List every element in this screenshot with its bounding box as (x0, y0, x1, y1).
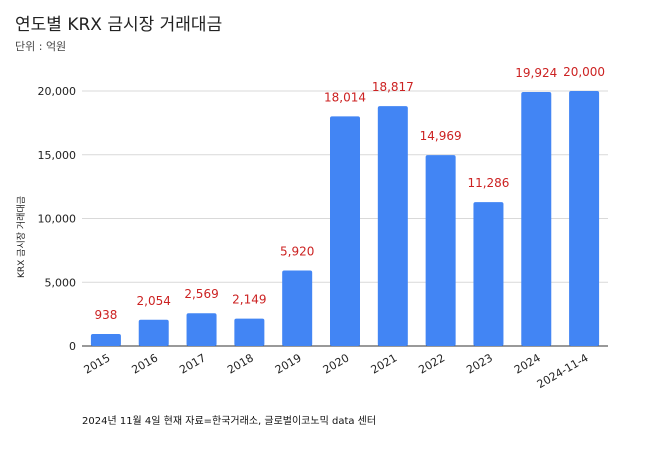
bars (90, 91, 600, 347)
x-tick-label: 2019 (273, 351, 304, 376)
bar (473, 202, 504, 346)
data-label: 2,569 (184, 287, 218, 301)
data-label: 20,000 (563, 65, 605, 79)
y-tick-label: 0 (69, 340, 76, 353)
x-tick-label: 2023 (464, 351, 495, 376)
bar (234, 318, 265, 346)
bar (138, 319, 169, 346)
chart-title: 연도별 KRX 금시장 거래대금 (15, 15, 223, 35)
data-label: 2,054 (137, 294, 171, 308)
bar (569, 91, 600, 346)
data-label: 18,014 (324, 90, 366, 104)
data-label: 938 (94, 308, 117, 322)
bar (186, 313, 217, 346)
x-tick-label: 2020 (321, 351, 352, 376)
data-label: 2,149 (232, 293, 266, 307)
bar (377, 106, 408, 346)
y-axis-label: KRX 금시장 거래대금 (16, 196, 27, 278)
y-tick-label: 20,000 (38, 85, 77, 98)
x-tick-label: 2022 (416, 351, 447, 376)
source-footnote: 2024년 11월 4일 현재 자료=한국거래소, 글로벌이코노믹 data 센… (82, 416, 377, 427)
x-tick-label: 2018 (225, 351, 256, 376)
chart-subtitle: 단위 : 억원 (15, 40, 67, 53)
bar (425, 155, 456, 346)
x-tick-label: 2015 (82, 351, 113, 376)
data-label: 18,817 (372, 80, 414, 94)
x-tick-label: 2016 (129, 351, 160, 376)
y-axis-ticks: 0 5,000 10,000 15,000 20,000 (38, 85, 77, 353)
y-tick-label: 5,000 (45, 276, 77, 289)
x-axis-ticks: 2015 2016 2017 2018 2019 2020 2021 2022 2023 2024… (82, 351, 591, 391)
x-tick-label: 2021 (369, 351, 400, 376)
bar (90, 334, 121, 346)
x-tick-label: 2024 (512, 351, 543, 376)
data-label: 14,969 (420, 129, 462, 143)
y-tick-label: 10,000 (38, 213, 77, 226)
y-tick-label: 15,000 (38, 149, 77, 162)
bar (330, 116, 360, 346)
data-label: 11,286 (467, 176, 509, 190)
bar (282, 270, 313, 346)
x-tick-label: 2017 (177, 351, 208, 376)
bar (521, 91, 552, 347)
data-label: 5,920 (280, 245, 314, 259)
data-label: 19,924 (515, 66, 557, 80)
data-labels: 938 2,054 2,569 2,149 5,920 18,014 18,817 14,96… (94, 65, 605, 322)
x-tick-label: 2024-11-4 (535, 351, 591, 391)
